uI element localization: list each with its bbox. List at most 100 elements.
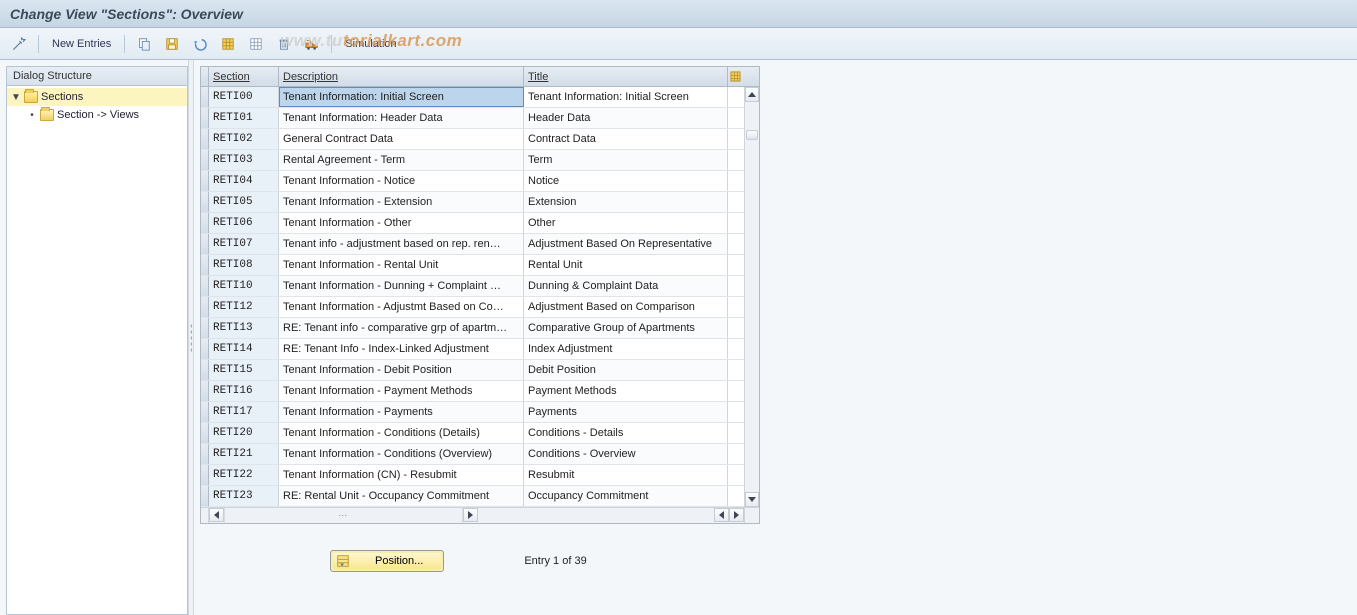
delete-button[interactable] — [273, 34, 295, 54]
cell-title[interactable]: Conditions - Details — [524, 423, 728, 443]
cell-title[interactable]: Other — [524, 213, 728, 233]
cell-title[interactable]: Notice — [524, 171, 728, 191]
scroll-left-end-button[interactable] — [714, 508, 729, 522]
save-button[interactable] — [161, 34, 183, 54]
row-selector-header[interactable] — [201, 67, 209, 86]
row-selector[interactable] — [201, 213, 209, 233]
scroll-up-button[interactable] — [745, 87, 759, 102]
cell-title[interactable]: Payment Methods — [524, 381, 728, 401]
row-selector[interactable] — [201, 87, 209, 107]
table-row[interactable]: RETI23RE: Rental Unit - Occupancy Commit… — [201, 486, 759, 507]
table-row[interactable]: RETI04Tenant Information - NoticeNotice — [201, 171, 759, 192]
tree-node-sections[interactable]: ▼ Sections — [7, 88, 187, 106]
cell-description[interactable]: Tenant Information - Other — [279, 213, 524, 233]
cell-description[interactable]: RE: Tenant info - comparative grp of apa… — [279, 318, 524, 338]
column-header-description[interactable]: Description — [279, 67, 524, 86]
cell-description[interactable]: Tenant Information (CN) - Resubmit — [279, 465, 524, 485]
hscroll-track[interactable]: ⋯ — [224, 508, 463, 523]
vertical-splitter[interactable] — [188, 60, 194, 615]
cell-section[interactable]: RETI07 — [209, 234, 279, 254]
cell-section[interactable]: RETI01 — [209, 108, 279, 128]
cell-section[interactable]: RETI04 — [209, 171, 279, 191]
table-settings-button[interactable] — [728, 67, 743, 86]
cell-title[interactable]: Occupancy Commitment — [524, 486, 728, 506]
table-row[interactable]: RETI03Rental Agreement - TermTerm — [201, 150, 759, 171]
row-selector[interactable] — [201, 465, 209, 485]
cell-section[interactable]: RETI08 — [209, 255, 279, 275]
cell-description[interactable]: Tenant Information - Payment Methods — [279, 381, 524, 401]
cell-description[interactable]: Tenant Information - Notice — [279, 171, 524, 191]
cell-title[interactable]: Adjustment Based on Comparison — [524, 297, 728, 317]
scroll-track[interactable] — [745, 102, 759, 492]
cell-title[interactable]: Rental Unit — [524, 255, 728, 275]
table-row[interactable]: RETI01Tenant Information: Header DataHea… — [201, 108, 759, 129]
row-selector[interactable] — [201, 402, 209, 422]
cell-description[interactable]: Tenant info - adjustment based on rep. r… — [279, 234, 524, 254]
row-selector[interactable] — [201, 129, 209, 149]
transport-button[interactable] — [301, 34, 323, 54]
cell-title[interactable]: Dunning & Complaint Data — [524, 276, 728, 296]
table-row[interactable]: RETI00Tenant Information: Initial Screen… — [201, 87, 759, 108]
row-selector[interactable] — [201, 150, 209, 170]
row-selector[interactable] — [201, 108, 209, 128]
table-row[interactable]: RETI17Tenant Information - PaymentsPayme… — [201, 402, 759, 423]
table-row[interactable]: RETI20Tenant Information - Conditions (D… — [201, 423, 759, 444]
undo-button[interactable] — [189, 34, 211, 54]
table-row[interactable]: RETI08Tenant Information - Rental UnitRe… — [201, 255, 759, 276]
row-selector[interactable] — [201, 234, 209, 254]
cell-description[interactable]: Tenant Information - Extension — [279, 192, 524, 212]
table-row[interactable]: RETI13RE: Tenant info - comparative grp … — [201, 318, 759, 339]
scroll-down-button[interactable] — [745, 492, 759, 507]
cell-section[interactable]: RETI17 — [209, 402, 279, 422]
cell-title[interactable]: Comparative Group of Apartments — [524, 318, 728, 338]
row-selector[interactable] — [201, 423, 209, 443]
cell-title[interactable]: Conditions - Overview — [524, 444, 728, 464]
table-row[interactable]: RETI14RE: Tenant Info - Index-Linked Adj… — [201, 339, 759, 360]
simulation-button[interactable]: Simulation — [340, 34, 401, 54]
cell-section[interactable]: RETI10 — [209, 276, 279, 296]
row-selector[interactable] — [201, 171, 209, 191]
cell-description[interactable]: Tenant Information - Adjustmt Based on C… — [279, 297, 524, 317]
cell-title[interactable]: Debit Position — [524, 360, 728, 380]
cell-title[interactable]: Contract Data — [524, 129, 728, 149]
table-row[interactable]: RETI06Tenant Information - OtherOther — [201, 213, 759, 234]
table-row[interactable]: RETI22Tenant Information (CN) - Resubmit… — [201, 465, 759, 486]
scroll-right-button[interactable] — [463, 508, 478, 522]
cell-title[interactable]: Extension — [524, 192, 728, 212]
scroll-thumb[interactable] — [746, 130, 758, 140]
cell-description[interactable]: Tenant Information - Debit Position — [279, 360, 524, 380]
table-row[interactable]: RETI21Tenant Information - Conditions (O… — [201, 444, 759, 465]
row-selector[interactable] — [201, 381, 209, 401]
position-button[interactable]: Position... — [330, 550, 444, 572]
cell-title[interactable]: Index Adjustment — [524, 339, 728, 359]
expand-toggle-button[interactable] — [8, 34, 30, 54]
table-row[interactable]: RETI05Tenant Information - ExtensionExte… — [201, 192, 759, 213]
table-row[interactable]: RETI12Tenant Information - Adjustmt Base… — [201, 297, 759, 318]
horizontal-scrollbar[interactable]: ⋯ — [201, 507, 759, 523]
cell-section[interactable]: RETI02 — [209, 129, 279, 149]
new-entries-button[interactable]: New Entries — [47, 34, 116, 54]
vertical-scrollbar[interactable] — [744, 87, 759, 507]
cell-description[interactable]: Tenant Information - Payments — [279, 402, 524, 422]
cell-title[interactable]: Adjustment Based On Representative — [524, 234, 728, 254]
table-row[interactable]: RETI07Tenant info - adjustment based on … — [201, 234, 759, 255]
row-selector[interactable] — [201, 255, 209, 275]
table-row[interactable]: RETI10Tenant Information - Dunning + Com… — [201, 276, 759, 297]
cell-section[interactable]: RETI06 — [209, 213, 279, 233]
cell-section[interactable]: RETI23 — [209, 486, 279, 506]
cell-description[interactable]: Tenant Information: Header Data — [279, 108, 524, 128]
cell-title[interactable]: Header Data — [524, 108, 728, 128]
cell-description[interactable]: Tenant Information - Conditions (Overvie… — [279, 444, 524, 464]
row-selector[interactable] — [201, 192, 209, 212]
row-selector[interactable] — [201, 276, 209, 296]
row-selector[interactable] — [201, 360, 209, 380]
tree-node-section-views[interactable]: • Section -> Views — [7, 106, 187, 124]
cell-section[interactable]: RETI03 — [209, 150, 279, 170]
cell-description[interactable]: RE: Tenant Info - Index-Linked Adjustmen… — [279, 339, 524, 359]
row-selector[interactable] — [201, 339, 209, 359]
cell-section[interactable]: RETI15 — [209, 360, 279, 380]
cell-section[interactable]: RETI00 — [209, 87, 279, 107]
select-all-button[interactable] — [217, 34, 239, 54]
tree-twisty-icon[interactable]: ▼ — [11, 92, 21, 103]
cell-description[interactable]: General Contract Data — [279, 129, 524, 149]
